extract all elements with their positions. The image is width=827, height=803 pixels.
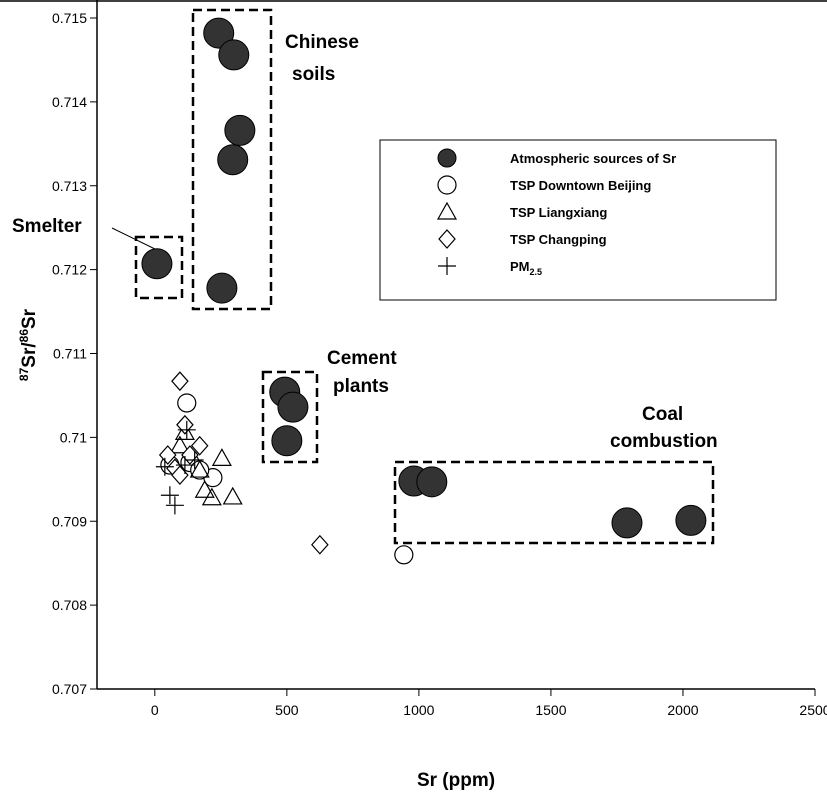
point xyxy=(190,435,209,456)
point xyxy=(171,371,189,392)
y-axis-title-part: Sr/ xyxy=(19,342,40,368)
x-axis-title: Sr (ppm) xyxy=(417,770,495,791)
point xyxy=(165,496,184,515)
group-box xyxy=(393,460,715,545)
point xyxy=(169,435,190,454)
y-tick-label: 0.708 xyxy=(52,597,87,613)
point xyxy=(218,39,250,71)
x-tick-label: 1000 xyxy=(403,702,434,718)
plot-area xyxy=(141,17,707,565)
point xyxy=(203,17,235,49)
x-tick-label: 500 xyxy=(275,702,299,718)
y-axis-title-sup: 86 xyxy=(17,329,31,343)
y-tick-label: 0.709 xyxy=(52,513,87,529)
annotation: Cement xyxy=(327,348,397,369)
point xyxy=(190,460,210,480)
x-tick-label: 1500 xyxy=(535,702,566,718)
point xyxy=(185,451,204,470)
annotation: combustion xyxy=(610,431,718,452)
y-tick-label: 0.714 xyxy=(52,94,87,110)
annotation: Chinese xyxy=(285,32,359,53)
y-tick-label: 0.71 xyxy=(60,429,87,445)
group-box xyxy=(191,8,273,311)
point xyxy=(201,487,222,506)
y-tick-label: 0.715 xyxy=(52,10,87,26)
legend-symbol xyxy=(438,257,456,275)
legend-label: TSP Downtown Beijing xyxy=(510,178,651,193)
point xyxy=(175,456,194,475)
group-box xyxy=(134,235,184,300)
y-tick-label: 0.707 xyxy=(52,681,87,697)
pointer-line xyxy=(111,227,158,251)
point xyxy=(160,486,179,505)
group-box xyxy=(261,370,319,464)
point xyxy=(224,114,256,146)
annotation: plants xyxy=(333,376,389,397)
annotation: Coal xyxy=(642,404,683,425)
annotation: soils xyxy=(292,64,335,85)
point xyxy=(611,507,643,539)
point xyxy=(176,414,194,435)
point xyxy=(158,445,177,465)
x-tick-label: 2500 xyxy=(799,702,827,718)
point xyxy=(211,448,232,466)
legend-label-part: PM xyxy=(510,259,530,274)
y-tick-label: 0.713 xyxy=(52,178,87,194)
point xyxy=(194,479,215,498)
point xyxy=(155,457,174,476)
point xyxy=(189,459,210,478)
legend-symbol xyxy=(438,229,456,249)
legend-label-sub: 2.5 xyxy=(530,267,543,277)
x-tick-label: 2000 xyxy=(667,702,698,718)
point xyxy=(206,272,238,304)
point xyxy=(174,422,195,440)
y-tick-label: 0.711 xyxy=(53,346,87,362)
point xyxy=(311,534,329,555)
point xyxy=(141,248,173,280)
y-axis-title-part: Sr xyxy=(19,308,40,329)
point xyxy=(177,393,197,413)
point xyxy=(177,420,196,439)
legend-label: TSP Changping xyxy=(510,232,607,247)
point xyxy=(675,504,707,536)
legend-symbol xyxy=(436,201,458,220)
point xyxy=(217,144,249,176)
y-axis-title: 87Sr/86Sr xyxy=(17,308,40,381)
point xyxy=(277,391,309,423)
point xyxy=(271,425,303,457)
legend-label: PM2.5 xyxy=(510,259,542,277)
legend-label: TSP Liangxiang xyxy=(510,205,607,220)
point xyxy=(416,466,448,498)
y-tick-label: 0.712 xyxy=(52,262,87,278)
point xyxy=(222,486,243,505)
legend-label: Atmospheric sources of Sr xyxy=(510,151,676,166)
x-tick-label: 0 xyxy=(151,702,159,718)
annotation: Smelter xyxy=(12,216,82,237)
legend-symbol xyxy=(437,175,457,195)
legend-symbol xyxy=(437,148,457,168)
point xyxy=(394,545,414,565)
y-axis-title-sup: 87 xyxy=(17,367,31,381)
